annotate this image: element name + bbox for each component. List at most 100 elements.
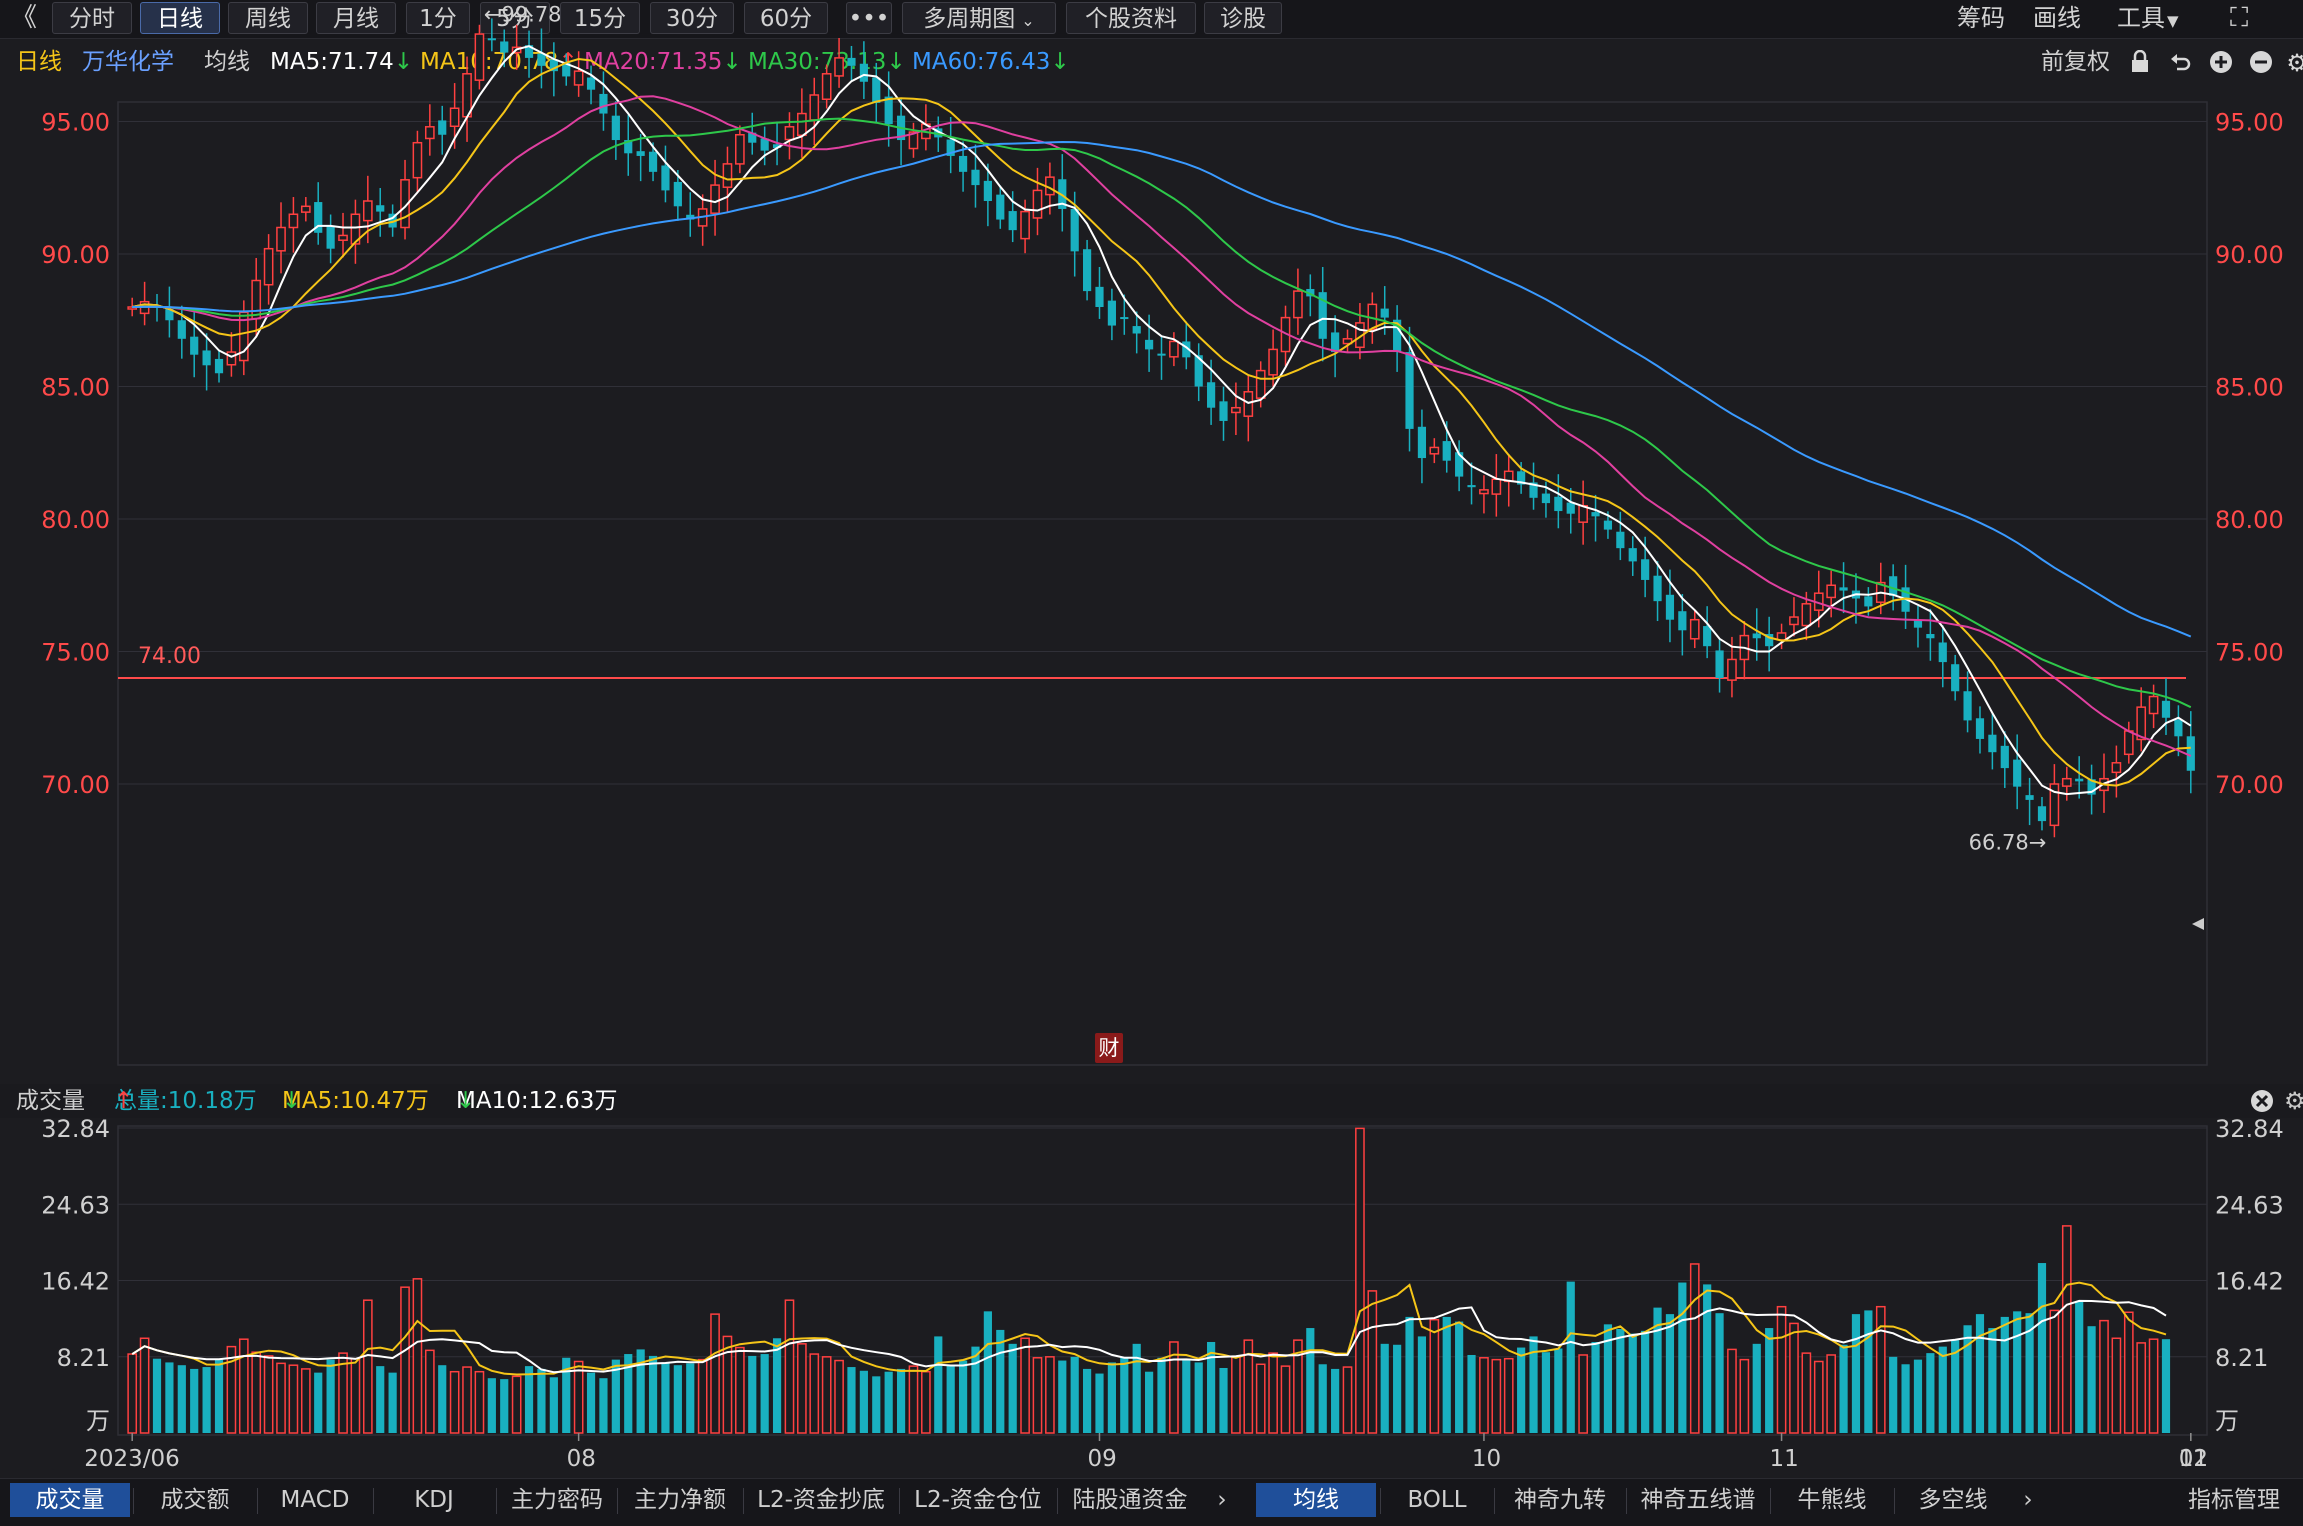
tab-period-12[interactable]: 诊股 [1204, 2, 1282, 34]
tab-period-6[interactable]: 15分 [560, 2, 640, 34]
candle-body-up [263, 247, 274, 286]
candle-body-down [1318, 292, 1327, 339]
divider [1770, 1488, 1771, 1514]
tab-period-0[interactable]: 分时 [52, 2, 132, 34]
tab-hk-flow[interactable]: 陆股通资金 [1072, 1487, 1188, 1513]
candle-body-down [1083, 249, 1092, 292]
candle-body-down [1926, 634, 1935, 639]
candle-body-up [2111, 762, 2122, 774]
tab-label: 多周期图 [923, 6, 1016, 32]
tab-volume[interactable]: 成交量 [10, 1483, 130, 1517]
candle-body-up [1255, 369, 1266, 399]
volume-bar-down [1318, 1364, 1327, 1433]
tab-macd[interactable]: MACD [280, 1487, 350, 1513]
candle-body-down [958, 155, 968, 172]
volume-tick-left: 16.42 [41, 1268, 110, 1296]
tab-bull-bear[interactable]: 牛熊线 [1797, 1487, 1867, 1513]
candle-body-up [1032, 189, 1043, 219]
tab-turnover[interactable]: 成交额 [160, 1487, 230, 1513]
candle-body-down [1194, 355, 1203, 387]
volume-bar-down [549, 1377, 558, 1433]
price-panel-frame [117, 101, 2208, 1066]
tab-main-net[interactable]: 主力净额 [634, 1487, 726, 1513]
volume-unit-right: 万 [2215, 1407, 2239, 1435]
tab-long-short[interactable]: 多空线 [1918, 1487, 1988, 1513]
tab-magic-nine[interactable]: 神奇九转 [1514, 1487, 1606, 1513]
volume-unit-left: 万 [86, 1407, 110, 1435]
zoom-in-icon[interactable] [2208, 50, 2234, 76]
volume-bar-down [202, 1367, 211, 1433]
tab-period-4[interactable]: 1分 [406, 2, 470, 34]
tab-period-1[interactable]: 日线 [140, 2, 220, 34]
chip-distribution-button[interactable]: 筹码 [1957, 4, 2005, 32]
settings-icon[interactable]: ⚙ [2286, 49, 2303, 77]
tab-period-3[interactable]: 月线 [316, 2, 396, 34]
volume-bar-down [2000, 1316, 2009, 1433]
volume-bar-up [697, 1358, 708, 1434]
fullscreen-icon[interactable]: ⛶ [2230, 3, 2249, 33]
candle-body-up [797, 112, 807, 137]
candle-body-down [2000, 745, 2009, 769]
tab-period-7[interactable]: 30分 [650, 2, 734, 34]
volume-bar-down [326, 1359, 335, 1433]
tab-kdj[interactable]: KDJ [414, 1487, 454, 1513]
candlesticks [127, 18, 2195, 838]
volume-bar-down [1095, 1373, 1104, 1433]
tab-boll[interactable]: BOLL [1407, 1487, 1467, 1513]
divider [1626, 1488, 1627, 1514]
lock-icon[interactable] [2127, 49, 2153, 76]
candle-body-down [2161, 700, 2171, 718]
grid-lines [117, 101, 2208, 1436]
candle-body-up [2061, 777, 2072, 787]
tab-period-2[interactable]: 周线 [228, 2, 308, 34]
tab-period-10[interactable]: 多周期图 ⌄ [902, 2, 1056, 34]
tab-period-9[interactable]: ••• [846, 2, 892, 34]
stock-name[interactable]: 万华化学 [82, 49, 174, 75]
tab-period-8[interactable]: 60分 [744, 2, 828, 34]
tab-l2-bottom[interactable]: L2-资金抄底 [757, 1487, 885, 1513]
tools-button[interactable]: 工具 ▼ [2117, 2, 2179, 34]
undo-icon[interactable] [2168, 50, 2194, 76]
candle-body-up [710, 184, 720, 214]
tab-l2-position[interactable]: L2-资金仓位 [914, 1487, 1042, 1513]
indicator-manage-button[interactable]: 指标管理 [2188, 1487, 2280, 1513]
candle-body-up [1776, 632, 1787, 641]
divider [1494, 1488, 1495, 1514]
volume-bar-down [1107, 1362, 1116, 1433]
candle-body-up [251, 279, 262, 320]
volume-bar-down [376, 1366, 385, 1433]
adjust-mode[interactable]: 前复权 [2041, 49, 2110, 75]
divider [133, 1488, 134, 1514]
close-circle-icon[interactable] [2250, 1084, 2274, 1123]
toolbar: 《 分时 日线 周线 月线 1分 5分 15分 30分 60分 ••• 多周期图 ⌄ 个股资料 诊股 筹码… [0, 0, 2303, 39]
ma-label[interactable]: 均线 [204, 49, 250, 75]
tab-period-11[interactable]: 个股资料 [1066, 2, 1196, 34]
candle-body-down [1988, 734, 1997, 753]
settings-icon[interactable]: ⚙ [2284, 1087, 2303, 1115]
chevron-down-icon: ⌄ [1021, 11, 1035, 30]
tab-main-chip[interactable]: 主力密码 [511, 1487, 603, 1513]
candle-body-down [1715, 650, 1724, 678]
volume-bar-down [859, 1370, 868, 1433]
zoom-out-icon[interactable] [2248, 50, 2274, 76]
double-chevron-left-icon[interactable]: 《 [10, 3, 37, 33]
volume-bar-down [1591, 1341, 1600, 1433]
chevron-right-icon[interactable]: › [2023, 1487, 2033, 1513]
draw-line-button[interactable]: 画线 [2033, 4, 2081, 32]
volume-bar-down [1951, 1340, 1960, 1433]
volume-bar-down [1008, 1343, 1017, 1433]
candle-body-up [474, 33, 485, 81]
volume-bar-down [1616, 1328, 1625, 1433]
candle-body-down [1219, 401, 1228, 421]
candle-body-up [300, 205, 311, 213]
candle-body-down [1752, 633, 1761, 639]
candle-body-down [884, 96, 893, 125]
volume-bar-down [1889, 1356, 1898, 1433]
tab-ma[interactable]: 均线 [1256, 1483, 1376, 1517]
volume-bar-up [263, 1355, 274, 1434]
tab-magic-five[interactable]: 神奇五线谱 [1640, 1487, 1756, 1513]
chevron-right-icon[interactable]: › [1217, 1487, 1227, 1513]
financial-report-badge[interactable]: 财 [1095, 1033, 1123, 1063]
tab-period-5[interactable]: 5分 [480, 2, 550, 34]
